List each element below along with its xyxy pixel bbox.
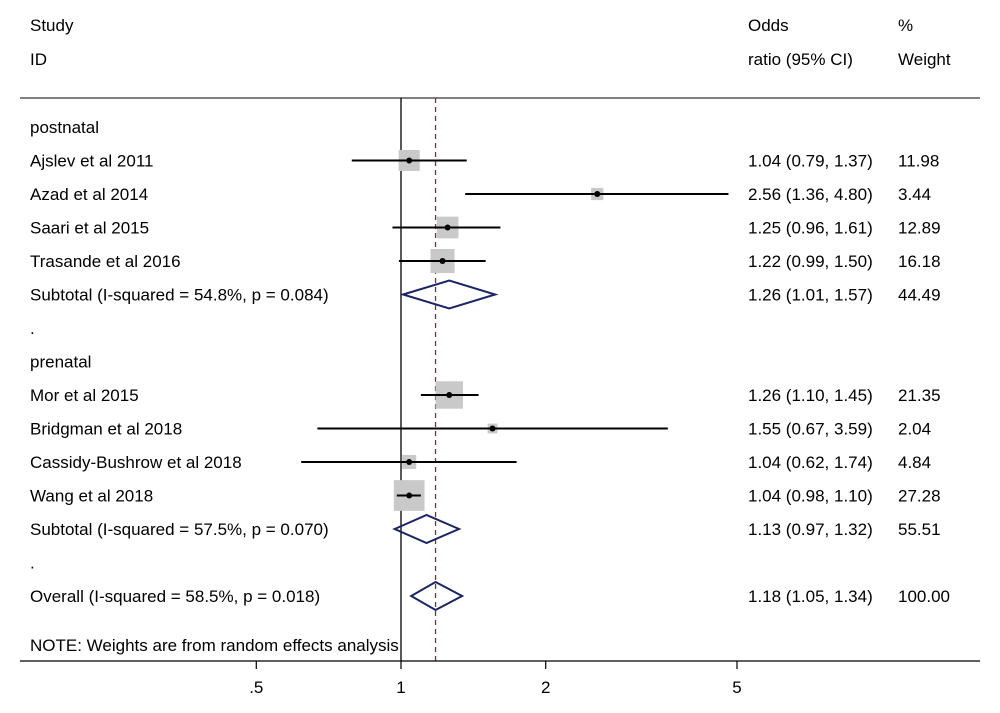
weight-value: 12.89 <box>898 219 941 238</box>
row-label: Bridgman et al 2018 <box>30 420 182 439</box>
row-label: Wang et al 2018 <box>30 487 153 506</box>
row-label: . <box>30 554 35 573</box>
row-label: Subtotal (I-squared = 54.8%, p = 0.084) <box>30 286 329 305</box>
point-estimate <box>406 157 413 164</box>
point-estimate <box>439 258 446 264</box>
weight-value: 44.49 <box>898 286 941 305</box>
or-ci-value: 1.04 (0.62, 1.74) <box>748 453 873 472</box>
x-tick-label: .5 <box>249 678 263 697</box>
weight-value: 27.28 <box>898 487 941 506</box>
point-estimate <box>406 492 413 499</box>
point-estimate <box>406 459 413 465</box>
header-percent: % <box>898 16 913 35</box>
row-label: Subtotal (I-squared = 57.5%, p = 0.070) <box>30 520 329 539</box>
or-ci-value: 2.56 (1.36, 4.80) <box>748 185 873 204</box>
x-tick-label: 1 <box>396 678 405 697</box>
weights-note: NOTE: Weights are from random effects an… <box>30 636 399 655</box>
or-ci-value: 1.26 (1.10, 1.45) <box>748 386 873 405</box>
point-estimate <box>489 425 496 432</box>
row-label: Cassidy-Bushrow et al 2018 <box>30 453 242 472</box>
subtotal-diamond <box>399 279 499 310</box>
row-label: Saari et al 2015 <box>30 219 149 238</box>
header-weight: Weight <box>898 50 951 69</box>
row-label: Mor et al 2015 <box>30 386 139 405</box>
weight-value: 16.18 <box>898 252 941 271</box>
or-ci-value: 1.22 (0.99, 1.50) <box>748 252 873 271</box>
header-study: Study <box>30 16 74 35</box>
row-label: prenatal <box>30 353 91 372</box>
or-ci-value: 1.25 (0.96, 1.61) <box>748 219 873 238</box>
weight-value: 55.51 <box>898 520 941 539</box>
subtotal-diamond <box>392 513 462 545</box>
weight-value: 100.00 <box>898 587 950 606</box>
x-tick-label: 5 <box>732 678 741 697</box>
or-ci-value: 1.04 (0.98, 1.10) <box>748 487 873 506</box>
or-ci-value: 1.18 (1.05, 1.34) <box>748 587 873 606</box>
row-label: postnatal <box>30 118 99 137</box>
weight-value: 2.04 <box>898 420 931 439</box>
header-ratio-ci: ratio (95% CI) <box>748 50 853 69</box>
or-ci-value: 1.26 (1.01, 1.57) <box>748 286 873 305</box>
row-label: Ajslev et al 2011 <box>30 152 153 171</box>
point-estimate <box>446 392 453 398</box>
weight-value: 11.98 <box>898 152 939 171</box>
x-tick-label: 2 <box>541 678 550 697</box>
row-label: Overall (I-squared = 58.5%, p = 0.018) <box>30 587 320 606</box>
overall-diamond <box>409 580 465 612</box>
row-label: . <box>30 319 35 338</box>
row-label: Trasande et al 2016 <box>30 252 181 271</box>
or-ci-value: 1.13 (0.97, 1.32) <box>748 520 873 539</box>
forest-rows: postnatal Ajslev et al 2011 1.04 (0.79, 1.… <box>30 118 950 612</box>
or-ci-value: 1.55 (0.67, 3.59) <box>748 420 873 439</box>
weight-value: 4.84 <box>898 453 931 472</box>
header-id: ID <box>30 50 47 69</box>
header-odds: Odds <box>748 16 789 35</box>
row-label: Azad et al 2014 <box>30 185 148 204</box>
point-estimate <box>594 191 601 197</box>
point-estimate <box>444 224 451 231</box>
or-ci-value: 1.04 (0.79, 1.37) <box>748 152 873 171</box>
weight-value: 21.35 <box>898 386 941 405</box>
weight-value: 3.44 <box>898 185 931 204</box>
x-axis-ticks: .5 1 2 5 <box>249 661 742 697</box>
